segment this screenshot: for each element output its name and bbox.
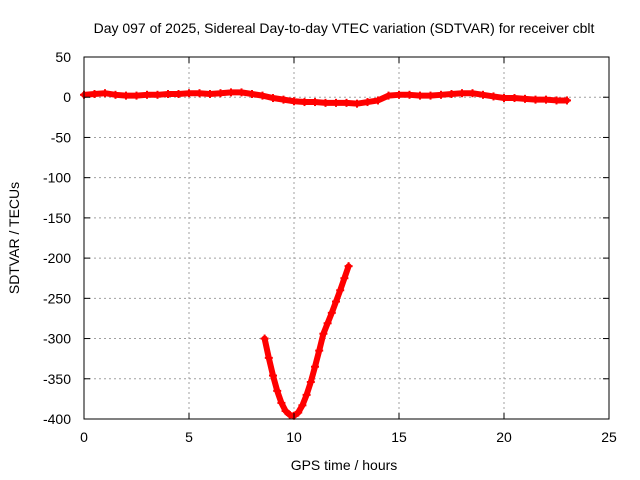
data-point — [336, 286, 345, 295]
data-point — [279, 95, 288, 104]
x-tick-label: 15 — [391, 429, 407, 445]
data-point — [311, 98, 319, 107]
data-point — [552, 96, 561, 105]
data-point — [510, 94, 519, 103]
data-point — [521, 94, 529, 103]
x-tick-label: 25 — [601, 429, 617, 445]
data-point — [374, 96, 382, 105]
data-point — [468, 89, 477, 98]
data-point — [269, 371, 277, 380]
data-point — [143, 90, 151, 99]
data-point — [290, 97, 298, 106]
data-point — [489, 92, 498, 101]
data-point — [258, 91, 267, 100]
y-tick-label: -100 — [43, 170, 71, 186]
y-tick-label: 50 — [55, 49, 71, 65]
data-point — [302, 390, 311, 399]
y-tick-label: -300 — [43, 331, 71, 347]
data-point — [237, 88, 246, 97]
data-point — [306, 377, 315, 386]
data-point — [281, 406, 290, 415]
data-point — [479, 90, 487, 99]
data-point — [447, 90, 456, 99]
data-point — [332, 98, 340, 107]
data-point — [300, 98, 309, 107]
x-tick-label: 0 — [80, 429, 88, 445]
data-point — [458, 89, 466, 98]
data-point — [563, 96, 571, 105]
data-point — [315, 346, 324, 355]
data-point — [294, 408, 303, 417]
axis-ticks: 0 5 10 15 20 25 50 0 -50 -100 -150 -200 -250 -300 -350… — [43, 49, 617, 445]
data-point — [437, 90, 445, 99]
data-point — [273, 386, 282, 395]
data-point — [395, 90, 403, 99]
data-point — [101, 89, 109, 98]
data-point — [405, 90, 414, 99]
data-point — [531, 95, 540, 104]
data-point — [90, 90, 99, 99]
data-point — [384, 91, 393, 100]
data-point — [185, 89, 193, 98]
data-point — [164, 90, 172, 99]
data-point — [277, 398, 286, 407]
data-point — [111, 90, 120, 99]
data-point — [332, 297, 340, 306]
x-tick-label: 10 — [286, 429, 302, 445]
data-point — [122, 91, 130, 100]
x-tick-label: 5 — [185, 429, 193, 445]
data-point — [206, 90, 214, 99]
data-point — [132, 91, 141, 100]
data-point — [269, 94, 277, 103]
data-point — [353, 99, 361, 108]
data-point — [542, 95, 550, 104]
data-point — [344, 262, 353, 271]
y-tick-label: -400 — [43, 411, 71, 427]
data-point — [264, 353, 273, 362]
data-point — [319, 329, 328, 338]
data-point — [323, 319, 332, 328]
y-tick-label: -150 — [43, 210, 71, 226]
data-point — [342, 98, 351, 107]
y-tick-label: -350 — [43, 371, 71, 387]
data-point — [500, 94, 508, 103]
data-point — [216, 89, 225, 98]
y-tick-label: -250 — [43, 290, 71, 306]
data-point — [340, 274, 349, 283]
data-point — [174, 90, 183, 99]
data-point — [327, 308, 336, 317]
data-point — [363, 98, 372, 107]
data-point — [195, 89, 204, 98]
data-series — [80, 88, 571, 420]
data-point — [311, 362, 319, 371]
data-point — [321, 98, 330, 107]
y-axis-label: SDTVAR / TECUs — [6, 182, 22, 294]
x-tick-label: 20 — [496, 429, 512, 445]
plot-frame — [83, 56, 610, 420]
data-point — [248, 90, 256, 99]
data-point — [260, 334, 269, 343]
data-point — [416, 91, 424, 100]
y-tick-label: -200 — [43, 250, 71, 266]
chart-title: Day 097 of 2025, Sidereal Day-to-day VTE… — [94, 20, 595, 36]
data-point — [227, 88, 235, 97]
grid-lines — [84, 57, 609, 419]
y-tick-label: -50 — [51, 129, 71, 145]
data-point — [298, 401, 307, 410]
y-tick-label: 0 — [63, 89, 71, 105]
x-axis-label: GPS time / hours — [291, 457, 398, 473]
data-point — [426, 91, 435, 100]
data-point — [153, 90, 162, 99]
